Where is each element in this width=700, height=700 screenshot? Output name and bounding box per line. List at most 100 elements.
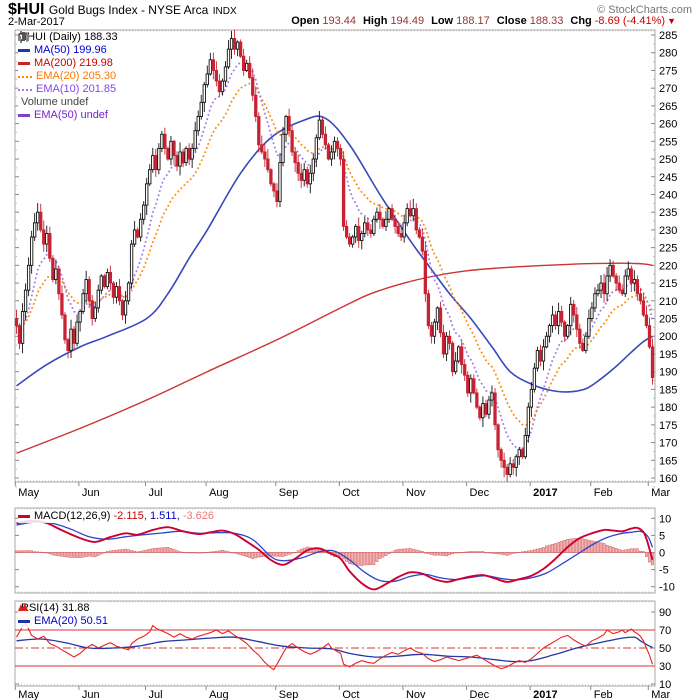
rsi-legend-row: RSI(14) 31.88: [18, 602, 108, 615]
legend-ema20: EMA(20) 205.30: [18, 70, 118, 83]
quote-label: Open: [291, 15, 320, 27]
title-row: $HUI Gold Bugs Index - NYSE Arca INDX: [8, 1, 237, 19]
svg-text:Jul: Jul: [149, 689, 163, 700]
svg-text:30: 30: [659, 661, 671, 673]
svg-text:210: 210: [659, 296, 677, 308]
legend-label: EMA(50) undef: [34, 109, 108, 121]
rsi-legend: RSI(14) 31.88 EMA(20) 50.51: [18, 602, 108, 628]
symbol-name: Gold Bugs Index - NYSE Arca: [48, 3, 209, 17]
macd-panel: 10 5 0 -5 -10: [14, 507, 675, 594]
legend-ema10: EMA(10) 201.85: [18, 83, 118, 96]
legend-ma200: MA(200) 219.98: [18, 57, 118, 70]
legend-label: $HUI (Daily) 188.33: [21, 31, 118, 43]
legend-label: MA(200) 219.98: [34, 57, 113, 69]
svg-text:170: 170: [659, 438, 677, 450]
legend-label: Volume undef: [21, 96, 89, 108]
svg-text:2017: 2017: [533, 487, 557, 499]
svg-text:260: 260: [659, 119, 677, 131]
svg-text:Nov: Nov: [406, 689, 426, 700]
candles-layer: [14, 29, 655, 482]
legend-label: MA(50) 199.96: [34, 44, 107, 56]
quote-value: 188.17: [456, 15, 490, 27]
svg-text:Dec: Dec: [470, 689, 490, 700]
macd-legend-row: MACD(12,26,9) -2.115, 1.511, -3.626: [18, 510, 214, 523]
svg-text:70: 70: [659, 625, 671, 637]
legend-hui-daily: $HUI (Daily) 188.33: [18, 31, 118, 44]
quote-value: -8.69 (-4.41%): [594, 15, 666, 27]
svg-text:Nov: Nov: [406, 487, 426, 499]
svg-text:Mar: Mar: [651, 487, 670, 499]
quote-label: High: [362, 15, 388, 27]
svg-text:Feb: Feb: [594, 487, 613, 499]
svg-text:5: 5: [659, 530, 665, 542]
rsi-ema-legend-row: EMA(20) 50.51: [18, 615, 108, 628]
down-triangle-icon: ▼: [667, 16, 676, 26]
rsi-ema-chip: [18, 620, 30, 623]
svg-text:-10: -10: [659, 582, 675, 594]
svg-text:280: 280: [659, 48, 677, 60]
svg-text:160: 160: [659, 473, 677, 485]
svg-text:Aug: Aug: [209, 689, 229, 700]
exchange-label: INDX: [212, 6, 237, 17]
dotted-line-chip: [18, 75, 32, 78]
price-panel: 160 165 170 175 180 185 190 195 200 205 210 215 220 2…: [14, 29, 677, 499]
signal-value: 1.511,: [149, 510, 180, 522]
svg-text:265: 265: [659, 101, 677, 113]
svg-text:2017: 2017: [533, 689, 557, 700]
svg-text:Jun: Jun: [82, 689, 100, 700]
dotted-line-chip: [18, 88, 32, 91]
svg-text:220: 220: [659, 260, 677, 272]
svg-text:May: May: [18, 689, 39, 700]
svg-text:10: 10: [659, 679, 671, 691]
hist-value: -3.626: [182, 510, 215, 522]
svg-text:235: 235: [659, 207, 677, 219]
svg-text:255: 255: [659, 136, 677, 148]
quote-value: 193.44: [322, 15, 356, 27]
svg-text:190: 190: [659, 367, 677, 379]
quote-label: Low: [431, 15, 454, 27]
svg-text:Jul: Jul: [149, 487, 163, 499]
svg-text:Sep: Sep: [279, 487, 299, 499]
svg-text:Jun: Jun: [82, 487, 100, 499]
chart-date: 2-Mar-2017: [8, 16, 65, 28]
macd-histogram: [15, 537, 654, 567]
legend-label: EMA(20) 205.30: [36, 70, 117, 82]
solid-line-chip: [18, 49, 30, 52]
svg-text:May: May: [18, 487, 39, 499]
symbol: $HUI: [8, 1, 45, 18]
svg-text:200: 200: [659, 331, 677, 343]
rsi-panel: 90 70 50 30 10 May Jun Jul Aug Sep Oct Nov Dec 2017 Fe…: [14, 600, 671, 700]
svg-text:Mar: Mar: [651, 689, 670, 700]
legend-ema50: EMA(50) undef: [18, 109, 118, 122]
quote-label: Close: [496, 15, 527, 27]
svg-text:-5: -5: [659, 565, 669, 577]
copyright-link[interactable]: © StockCharts.com: [597, 4, 692, 16]
svg-text:245: 245: [659, 172, 677, 184]
legend-ma50: MA(50) 199.96: [18, 44, 118, 57]
svg-text:165: 165: [659, 455, 677, 467]
macd-title: MACD(12,26,9): [34, 510, 111, 522]
svg-text:Oct: Oct: [342, 689, 359, 700]
legend-volume: Volume undef: [18, 32, 118, 109]
svg-text:Oct: Oct: [342, 487, 359, 499]
svg-text:Dec: Dec: [470, 487, 490, 499]
svg-text:195: 195: [659, 349, 677, 361]
rsi-label: RSI(14) 31.88: [21, 602, 90, 614]
svg-text:0: 0: [659, 548, 665, 560]
legend-label: EMA(10) 201.85: [36, 83, 117, 95]
solid-line-chip: [18, 114, 30, 117]
svg-text:Aug: Aug: [209, 487, 229, 499]
svg-text:10: 10: [659, 513, 671, 525]
svg-text:175: 175: [659, 420, 677, 432]
svg-text:185: 185: [659, 384, 677, 396]
svg-text:275: 275: [659, 65, 677, 77]
quote-value: 194.49: [390, 15, 425, 27]
svg-text:250: 250: [659, 154, 677, 166]
svg-text:180: 180: [659, 402, 677, 414]
svg-text:50: 50: [659, 643, 671, 655]
svg-text:90: 90: [659, 607, 671, 619]
svg-text:205: 205: [659, 314, 677, 326]
solid-line-chip: [18, 62, 30, 65]
